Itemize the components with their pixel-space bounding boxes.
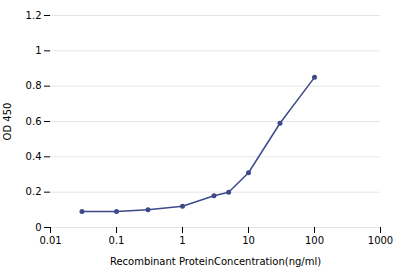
svg-text:0.01: 0.01 (39, 235, 61, 246)
svg-text:1000: 1000 (368, 235, 393, 246)
svg-text:0.1: 0.1 (109, 235, 125, 246)
svg-text:1.2: 1.2 (26, 10, 42, 21)
svg-text:0: 0 (35, 222, 41, 233)
svg-text:0.6: 0.6 (26, 116, 42, 127)
svg-text:0.2: 0.2 (26, 186, 42, 197)
svg-text:100: 100 (305, 235, 324, 246)
svg-text:10: 10 (242, 235, 255, 246)
svg-text:0.8: 0.8 (26, 80, 42, 91)
svg-text:0.4: 0.4 (26, 151, 42, 162)
svg-text:Recombinant ProteinConcentrati: Recombinant ProteinConcentration(ng/ml) (110, 256, 321, 267)
svg-text:1: 1 (35, 45, 41, 56)
svg-text:1: 1 (179, 235, 185, 246)
svg-text:OD 450: OD 450 (2, 103, 13, 141)
